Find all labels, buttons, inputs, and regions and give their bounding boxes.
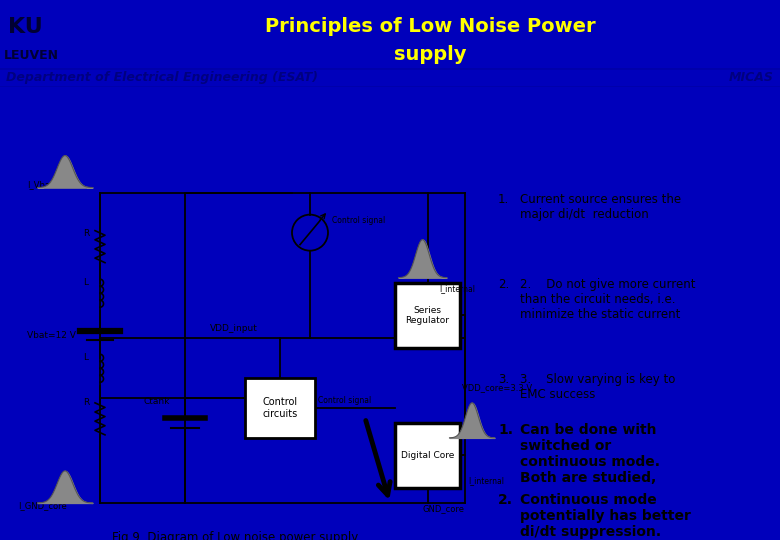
Text: Current source ensures the
major di/dt  reduction: Current source ensures the major di/dt r… [520,193,681,221]
Bar [395,283,460,348]
Text: Ctank: Ctank [143,397,169,406]
Text: 2.    Do not give more current
than the circuit needs, i.e.
minimize the static : 2. Do not give more current than the cir… [520,278,696,321]
Text: VDD_input: VDD_input [210,324,258,333]
Text: 2.: 2. [498,278,509,291]
Text: 3.: 3. [498,373,509,386]
Text: L: L [83,278,88,287]
Text: 3.    Slow varying is key to
EMC success: 3. Slow varying is key to EMC success [520,373,675,401]
Text: Digital Core: Digital Core [401,451,454,460]
Text: Can be done with
switched or
continuous mode.
Both are studied,: Can be done with switched or continuous … [520,423,660,485]
Text: Series
Regulator: Series Regulator [406,306,449,325]
Text: Department of Electrical Engineering (ESAT): Department of Electrical Engineering (ES… [6,71,318,84]
Text: LEUVEN: LEUVEN [4,49,59,62]
Text: 1.: 1. [498,193,509,206]
Text: Control signal: Control signal [332,215,385,225]
Text: KU: KU [8,17,43,37]
Text: 1.: 1. [498,423,513,437]
Text: GND_core: GND_core [423,504,465,513]
Text: Vbat=12 V: Vbat=12 V [27,331,76,340]
Text: Control
circuits: Control circuits [262,397,298,418]
Text: supply: supply [394,45,466,64]
Text: Continuous mode
potentially has better
di/dt suppression.: Continuous mode potentially has better d… [520,493,691,539]
Text: L: L [83,353,88,362]
Text: Principles of Low Noise Power: Principles of Low Noise Power [264,17,595,36]
Text: I_Vbat: I_Vbat [27,180,53,190]
Text: Fig.9  Diagram of Low noise power supply: Fig.9 Diagram of Low noise power supply [112,531,358,540]
Text: I_internal: I_internal [439,284,476,293]
Text: Control signal: Control signal [318,396,371,405]
Text: 2.: 2. [498,493,513,507]
Text: R: R [83,228,89,238]
Text: MICAS: MICAS [729,71,774,84]
Bar [395,423,460,488]
Text: I_internal: I_internal [468,476,504,485]
Text: I_GND_core: I_GND_core [18,501,67,510]
Bar [245,378,315,438]
Text: R: R [83,398,89,407]
Text: VDD_core=3.3 V: VDD_core=3.3 V [462,383,532,392]
